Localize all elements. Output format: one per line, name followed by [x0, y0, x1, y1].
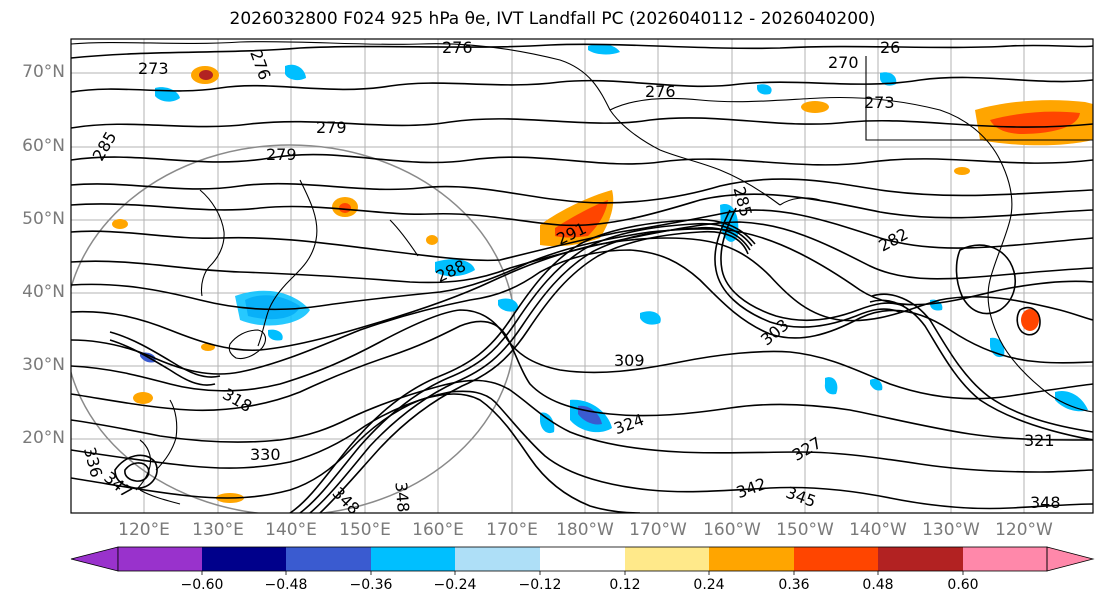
colorbar-tick-label: 0.36: [778, 577, 810, 593]
colorbar-tick-label: −0.48: [264, 577, 308, 593]
lat-label: 70°N: [22, 62, 65, 82]
lon-label: 120°E: [118, 520, 170, 540]
contour-label: 276: [645, 82, 676, 101]
colorbar-tick-label: 0.24: [693, 577, 725, 593]
colorbar-bin: [286, 547, 371, 571]
lat-label: 30°N: [22, 355, 65, 375]
lat-label: 60°N: [22, 136, 65, 156]
colorbar-bin: [202, 547, 286, 571]
contour-label: 273: [864, 93, 895, 112]
pc-shading: [112, 44, 1093, 503]
map-title: 2026032800 F024 925 hPa θe, IVT Landfall…: [229, 9, 876, 29]
colorbar-max-extend: [1046, 546, 1095, 572]
contour-label: 330: [250, 445, 281, 464]
contour-label: 348: [391, 481, 413, 513]
map-frame: [70, 38, 1094, 514]
contour-label: 303: [757, 315, 793, 349]
contour-label: 285: [89, 128, 121, 164]
colorbar-bin: [963, 547, 1047, 571]
lon-label: 140°W: [849, 520, 907, 540]
colorbar-bin: [794, 547, 878, 571]
coastlines: [71, 41, 1093, 505]
colorbar-tick-label: −0.36: [349, 577, 393, 593]
lon-label: 180°W: [556, 520, 614, 540]
lon-label: 150°W: [776, 520, 834, 540]
contour-label: 276: [246, 47, 274, 82]
colorbar-bin: [625, 547, 709, 571]
contour-label: 348: [1030, 493, 1061, 512]
colorbar-tick-label: −0.60: [180, 577, 224, 593]
colorbar-bin: [118, 547, 202, 571]
colorbar-bin: [878, 547, 963, 571]
contour-label: 342: [734, 474, 769, 502]
lon-label: 130°W: [922, 520, 980, 540]
contour-label: 327: [789, 433, 825, 465]
lon-label: 170°E: [486, 520, 538, 540]
colorbar-tick-label: 0.60: [947, 577, 979, 593]
graticule: [71, 39, 1093, 513]
contour-label: 270: [828, 53, 859, 72]
contour-label: 345: [783, 483, 818, 511]
landfall-region-ring: [71, 144, 516, 513]
lat-label: 50°N: [22, 209, 65, 229]
colorbar-tick-label: −0.24: [433, 577, 477, 593]
contour-label: 336: [80, 445, 106, 479]
colorbar-bin: [371, 547, 455, 571]
contour-label: 279: [266, 145, 297, 164]
colorbar-tick-label: 0.12: [609, 577, 641, 593]
contour-label: 282: [875, 224, 911, 255]
colorbar-bin: [540, 547, 625, 571]
lon-label: 160°E: [412, 520, 464, 540]
colorbar-bin: [455, 547, 540, 571]
lon-label: 150°E: [339, 520, 391, 540]
contour-label: 273: [138, 59, 169, 78]
contour-label: 279: [316, 118, 347, 137]
lon-label: 170°W: [629, 520, 687, 540]
colorbar-tick-label: 0.48: [862, 577, 894, 593]
colorbar: [70, 546, 1095, 575]
colorbar-min-extend: [70, 546, 119, 572]
colorbar-bin: [709, 547, 794, 571]
contour-label: 26: [880, 38, 900, 57]
contour-label: 276: [442, 38, 473, 57]
contour-label: 309: [614, 351, 645, 370]
lon-label: 120°W: [995, 520, 1053, 540]
colorbar-frame: [117, 546, 1048, 572]
lon-label: 140°E: [265, 520, 317, 540]
lat-label: 40°N: [22, 282, 65, 302]
colorbar-tick-label: −0.12: [518, 577, 562, 593]
lon-label: 130°E: [192, 520, 244, 540]
contour-label: 321: [1024, 431, 1055, 450]
lon-label: 160°W: [703, 520, 761, 540]
theta-e-contours: [71, 43, 1093, 513]
lat-label: 20°N: [22, 428, 65, 448]
